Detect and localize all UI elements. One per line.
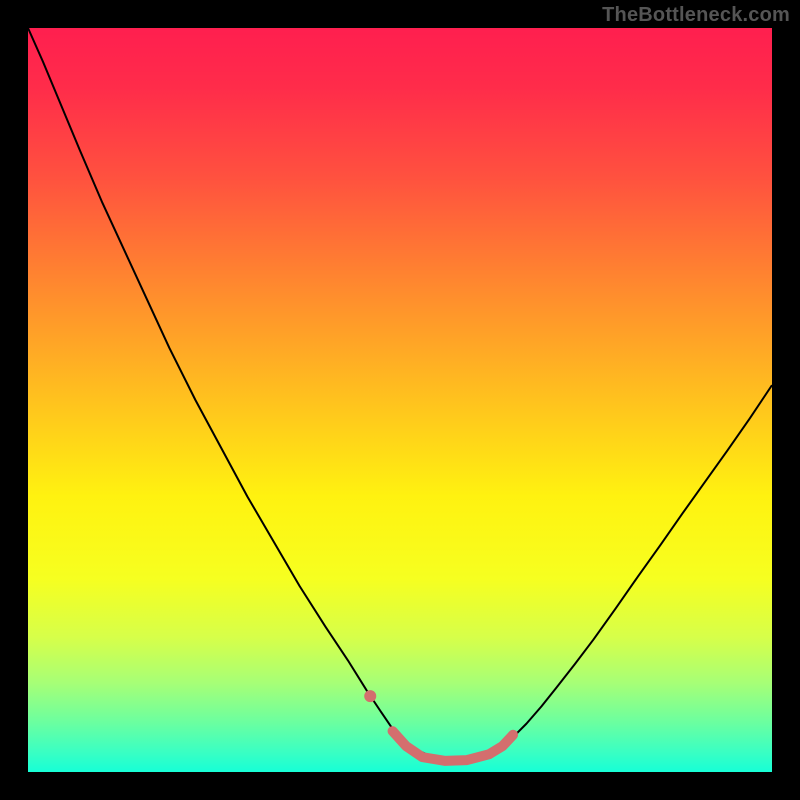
chart-container (28, 28, 772, 772)
bottleneck-curve (28, 28, 772, 758)
marker-dot (364, 690, 376, 702)
optimal-range-band (393, 731, 514, 761)
watermark-text: TheBottleneck.com (602, 4, 790, 27)
bottleneck-line-chart (28, 28, 772, 772)
